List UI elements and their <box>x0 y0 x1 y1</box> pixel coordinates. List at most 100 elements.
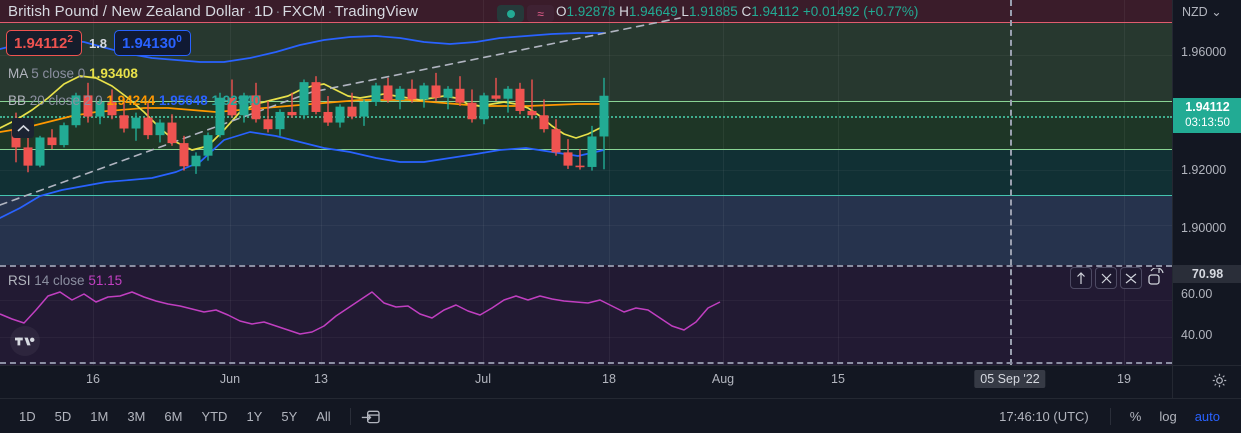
price-flag-blue-sup: 0 <box>176 34 182 45</box>
clock-label: 17:46:10 (UTC) <box>999 408 1089 424</box>
price-flag-red-value: 1.94112 <box>14 35 68 52</box>
series-rsi <box>0 291 721 335</box>
provider-label: TradingView <box>334 3 419 20</box>
level-line-green-lower <box>0 149 1172 150</box>
interval-label[interactable]: 1D <box>253 3 274 20</box>
today-vertical-line <box>1010 0 1012 365</box>
candlestick <box>587 125 597 171</box>
grid-line <box>93 0 94 365</box>
time-tick: 16 <box>86 372 100 386</box>
grid-line <box>0 300 1172 301</box>
time-scale[interactable]: 16 Jun 13 Jul 18 Aug 15 05 Sep '22 19 <box>0 365 1241 398</box>
rsi-name: RSI <box>8 273 31 288</box>
candlestick <box>263 101 273 133</box>
candlestick <box>323 96 333 126</box>
candlestick <box>599 77 609 170</box>
ohlc-readout: O1.92878 H1.94649 L1.91885 C1.94112 +0.0… <box>556 4 918 19</box>
remove-pane-icon[interactable] <box>1095 267 1117 289</box>
price-flag-blue-value: 1.94130 <box>122 35 177 52</box>
candlestick <box>227 79 237 118</box>
title-sep: · <box>246 3 252 20</box>
candlestick <box>71 92 81 128</box>
range-button-5y[interactable]: 5Y <box>281 408 298 424</box>
percent-scale-button[interactable]: % <box>1129 408 1142 424</box>
price-flag-blue[interactable]: 1.941300 <box>114 30 191 57</box>
candlestick <box>299 79 309 120</box>
candlestick <box>503 86 513 113</box>
time-tick: Jul <box>475 372 491 386</box>
price-flag-red[interactable]: 1.941122 <box>6 30 82 57</box>
candlestick <box>83 82 93 123</box>
auto-scale-button[interactable]: auto <box>1194 408 1220 424</box>
candlestick <box>575 149 585 170</box>
high-value: 1.94649 <box>628 4 678 19</box>
series-style-wave-icon[interactable]: ≈ <box>527 5 554 22</box>
change-value: +0.01492 (+0.77%) <box>802 4 919 19</box>
candlestick <box>311 76 321 115</box>
series-bb-upper <box>0 32 605 63</box>
range-button-1m[interactable]: 1M <box>90 408 109 424</box>
price-flags: 1.941122 1.8 1.941300 <box>6 30 191 57</box>
candlestick <box>539 99 549 133</box>
exchange-label[interactable]: FXCM <box>282 3 326 20</box>
candlestick <box>527 79 537 120</box>
candlestick <box>371 82 381 106</box>
candlestick <box>551 119 561 156</box>
price-flag-red-sup: 2 <box>67 34 73 45</box>
candlestick <box>143 102 153 140</box>
currency-selector[interactable]: NZD ⌄ <box>1182 4 1222 19</box>
high-label: H <box>619 4 629 19</box>
currency-label: NZD <box>1182 5 1208 19</box>
ma-name: MA <box>8 66 28 81</box>
indicator-legend-ma[interactable]: MA 5 close 0 1.93408 <box>8 66 138 81</box>
bar-countdown: 03:13:50 <box>1185 116 1230 129</box>
bb-args: 20 close 2 0 <box>29 93 103 108</box>
price-scale[interactable]: NZD ⌄ 1.96000 1.92000 1.90000 1.94112 03… <box>1172 0 1241 365</box>
symbol-name[interactable]: British Pound / New Zealand Dollar <box>8 3 245 20</box>
candlestick <box>455 76 465 106</box>
calendar-range-icon[interactable] <box>361 408 380 425</box>
chart-plot-area[interactable]: British Pound / New Zealand Dollar · 1D · FX… <box>0 0 1172 365</box>
grid-line <box>0 225 1172 226</box>
level-line-teal <box>0 195 1172 196</box>
chart-title: British Pound / New Zealand Dollar · 1D · FX… <box>8 3 418 20</box>
time-tick: Aug <box>711 372 735 386</box>
candlestick <box>431 72 441 102</box>
candlestick <box>107 89 117 120</box>
indicator-legend-bb[interactable]: BB 20 close 2 0 1.94244 1.95648 1.92840 <box>8 93 260 108</box>
candlestick <box>95 99 105 125</box>
series-visibility-dot-icon[interactable] <box>497 5 524 22</box>
price-tick: 1.96000 <box>1181 45 1227 59</box>
log-scale-button[interactable]: log <box>1159 408 1177 424</box>
range-button-all[interactable]: All <box>316 408 331 424</box>
time-tick: Jun <box>219 372 241 386</box>
title-sep: · <box>275 3 281 20</box>
candlestick <box>35 135 45 168</box>
time-tick-highlighted: 05 Sep '22 <box>974 370 1046 388</box>
low-label: L <box>681 4 689 19</box>
candlestick <box>347 92 357 120</box>
grid-line <box>0 55 1172 56</box>
close-value: 1.94112 <box>751 4 800 19</box>
candlestick <box>407 79 417 103</box>
chevron-up-icon[interactable] <box>12 118 34 138</box>
move-pane-up-icon[interactable] <box>1070 267 1092 289</box>
grid-line <box>0 337 1172 338</box>
toolbar-divider <box>349 407 351 425</box>
range-button-ytd[interactable]: YTD <box>201 408 228 424</box>
indicator-legend-rsi[interactable]: RSI 14 close 51.15 <box>8 273 122 288</box>
pane-separator-top[interactable] <box>0 265 1172 267</box>
level-line-red <box>0 22 1172 23</box>
hide-pane-icon[interactable] <box>1145 267 1167 289</box>
gear-icon[interactable] <box>1212 373 1227 393</box>
collapse-pane-icon[interactable] <box>1120 267 1142 289</box>
range-button-6m[interactable]: 6M <box>164 408 183 424</box>
range-button-5d[interactable]: 5D <box>54 408 72 424</box>
pane-separator-bottom[interactable] <box>0 362 1172 364</box>
bottom-toolbar: 1D 5D 1M 3M 6M YTD 1Y 5Y All 17:46:10 (U… <box>0 398 1241 433</box>
range-button-1y[interactable]: 1Y <box>246 408 263 424</box>
low-value: 1.91885 <box>688 4 738 19</box>
range-button-3m[interactable]: 3M <box>127 408 146 424</box>
candlestick <box>251 82 261 123</box>
range-button-1d[interactable]: 1D <box>19 408 36 424</box>
